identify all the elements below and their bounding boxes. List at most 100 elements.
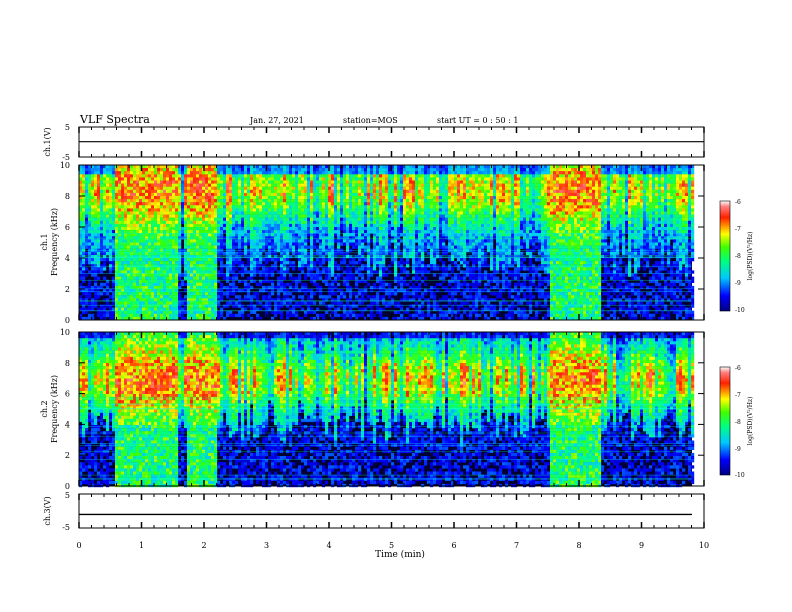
spectrogram-cell: [400, 193, 403, 196]
spectrogram-cell: [325, 187, 328, 190]
spectrogram-cell: [253, 184, 256, 187]
spectrogram-cell: [304, 261, 307, 264]
spectrogram-cell: [244, 190, 247, 193]
spectrogram-cell: [400, 215, 403, 218]
spectrogram-cell: [259, 181, 262, 184]
spectrogram-cell: [115, 289, 118, 292]
spectrogram-cell: [190, 314, 193, 317]
spectrogram-cell: [82, 311, 85, 314]
spectrogram-cell: [151, 187, 154, 190]
spectrogram-cell: [85, 187, 88, 190]
spectrogram-cell: [187, 218, 190, 221]
spectrogram-cell: [229, 184, 232, 187]
spectrogram-cell: [283, 274, 286, 277]
spectrogram-cell: [268, 308, 271, 311]
spectrogram-cell: [334, 264, 337, 267]
spectrogram-cell: [265, 261, 268, 264]
spectrogram-cell: [310, 311, 313, 314]
spectrogram-cell: [226, 314, 229, 317]
spectrogram-cell: [193, 221, 196, 224]
spectrogram-cell: [391, 224, 394, 227]
spectrogram-cell: [331, 174, 334, 177]
spectrogram-cell: [229, 205, 232, 208]
spectrogram-cell: [139, 301, 142, 304]
spectrogram-cell: [331, 246, 334, 249]
spectrogram-cell: [244, 177, 247, 180]
spectrogram-cell: [88, 283, 91, 286]
spectrogram-cell: [376, 292, 379, 295]
spectrogram-cell: [121, 177, 124, 180]
spectrogram-cell: [187, 187, 190, 190]
spectrogram-cell: [193, 174, 196, 177]
spectrogram-cell: [370, 177, 373, 180]
spectrogram-cell: [127, 236, 130, 239]
spectrogram-cell: [283, 218, 286, 221]
spectrogram-cell: [172, 252, 175, 255]
spectrogram-cell: [310, 289, 313, 292]
spectrogram-cell: [379, 190, 382, 193]
spectrogram-cell: [235, 181, 238, 184]
spectrogram-cell: [274, 215, 277, 218]
spectrogram-cell: [346, 311, 349, 314]
spectrogram-cell: [127, 168, 130, 171]
spectrogram-cell: [220, 239, 223, 242]
spectrogram-cell: [184, 308, 187, 311]
spectrogram-cell: [274, 205, 277, 208]
spectrogram-cell: [286, 252, 289, 255]
spectrogram-cell: [130, 261, 133, 264]
spectrogram-cell: [226, 258, 229, 261]
spectrogram-cell: [304, 243, 307, 246]
spectrogram-cell: [94, 233, 97, 236]
spectrogram-cell: [277, 190, 280, 193]
spectrogram-cell: [91, 199, 94, 202]
spectrogram-cell: [121, 314, 124, 317]
spectrogram-cell: [172, 212, 175, 215]
spectrogram-cell: [157, 283, 160, 286]
spectrogram-cell: [259, 174, 262, 177]
spectrogram-cell: [268, 233, 271, 236]
spectrogram-cell: [319, 314, 322, 317]
spectrogram-cell: [103, 212, 106, 215]
spectrogram-cell: [346, 212, 349, 215]
spectrogram-cell: [382, 274, 385, 277]
spectrogram-cell: [220, 261, 223, 264]
spectrogram-cell: [169, 227, 172, 230]
spectrogram-cell: [190, 205, 193, 208]
spectrogram-cell: [85, 215, 88, 218]
spectrogram-cell: [373, 193, 376, 196]
spectrogram-cell: [154, 218, 157, 221]
spectrogram-cell: [229, 171, 232, 174]
spectrogram-cell: [370, 221, 373, 224]
spectrogram-cell: [214, 215, 217, 218]
spectrogram-cell: [250, 174, 253, 177]
spectrogram-cell: [337, 168, 340, 171]
spectrogram-cell: [100, 267, 103, 270]
spectrogram-cell: [82, 202, 85, 205]
spectrogram-cell: [247, 224, 250, 227]
spectrogram-cell: [325, 227, 328, 230]
spectrogram-cell: [130, 301, 133, 304]
spectrogram-cell: [304, 264, 307, 267]
spectrogram-cell: [337, 202, 340, 205]
spectrogram-cell: [235, 208, 238, 211]
spectrogram-cell: [346, 283, 349, 286]
spectrogram-cell: [334, 177, 337, 180]
spectrogram-cell: [403, 239, 406, 242]
spectrogram-cell: [172, 295, 175, 298]
spectrogram-cell: [253, 171, 256, 174]
spectrogram-cell: [247, 230, 250, 233]
spectrogram-cell: [163, 190, 166, 193]
spectrogram-cell: [376, 199, 379, 202]
spectrogram-cell: [394, 227, 397, 230]
spectrogram-cell: [178, 261, 181, 264]
spectrogram-cell: [205, 277, 208, 280]
spectrogram-cell: [346, 233, 349, 236]
spectrogram-cell: [97, 205, 100, 208]
spectrogram-cell: [247, 264, 250, 267]
spectrogram-cell: [232, 280, 235, 283]
spectrogram-cell: [103, 267, 106, 270]
spectrogram-cell: [382, 280, 385, 283]
spectrogram-cell: [112, 187, 115, 190]
spectrogram-cell: [310, 258, 313, 261]
spectrogram-cell: [133, 221, 136, 224]
